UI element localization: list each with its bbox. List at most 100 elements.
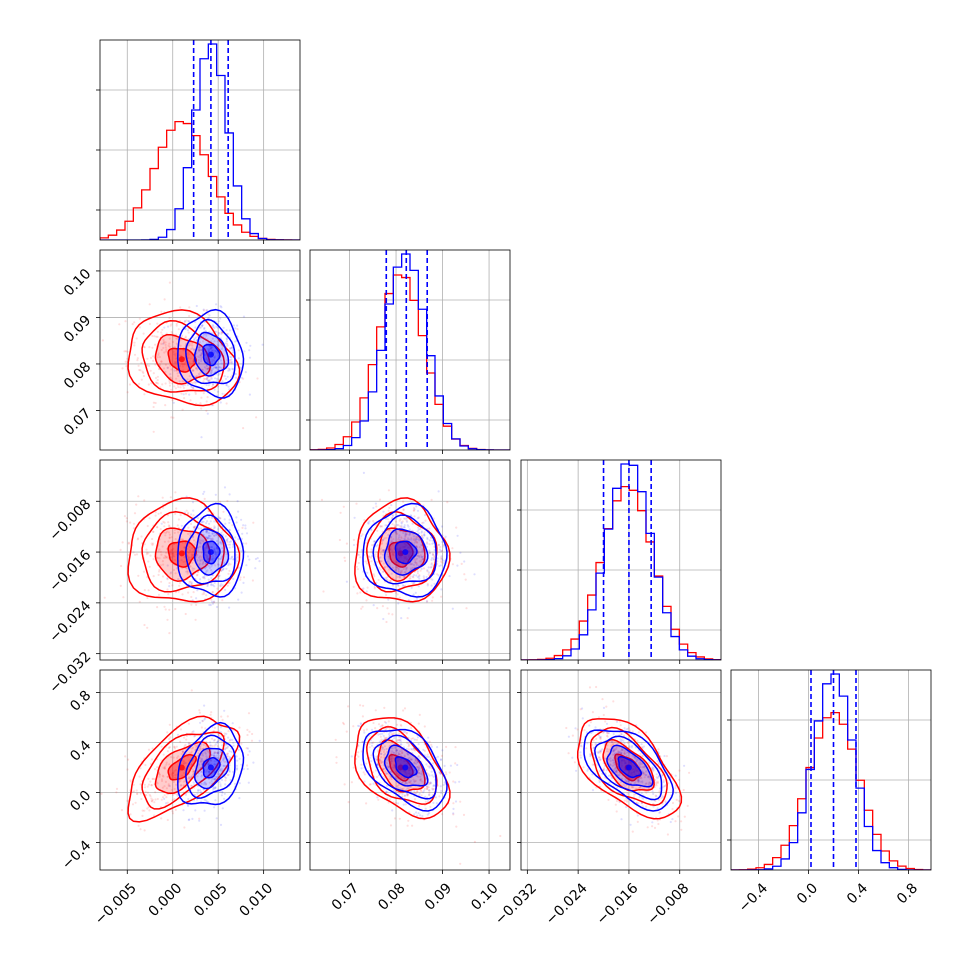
blue-sample-point <box>190 581 193 584</box>
red-sample-point <box>402 500 405 503</box>
blue-sample-point <box>420 531 423 534</box>
red-sample-point <box>384 565 387 569</box>
red-sample-point <box>224 779 227 782</box>
red-sample-point <box>162 506 165 509</box>
blue-sample-point <box>211 538 214 541</box>
red-sample-point <box>167 531 170 534</box>
red-sample-point <box>416 790 419 794</box>
red-sample-point <box>361 715 364 718</box>
blue-sample-point <box>394 561 398 564</box>
blue-sample-point <box>345 580 348 583</box>
blue-sample-point <box>191 360 194 363</box>
blue-sample-point <box>213 754 216 757</box>
red-sample-point <box>408 772 411 775</box>
blue-sample-point <box>397 786 400 789</box>
blue-sample-point <box>205 530 208 533</box>
blue-sample-point <box>352 543 356 547</box>
blue-sample-point <box>404 533 407 536</box>
red-sample-point <box>160 348 163 352</box>
blue-sample-point <box>636 769 639 772</box>
blue-sample-point <box>240 376 243 379</box>
blue-sample-point <box>201 539 204 542</box>
red-sample-point <box>389 536 392 540</box>
red-sample-point <box>179 740 182 743</box>
blue-sample-point <box>651 821 654 824</box>
blue-sample-point <box>215 605 219 609</box>
red-sample-point <box>407 769 410 772</box>
blue-sample-point <box>428 549 431 552</box>
panel-1-1 <box>306 249 511 454</box>
red-sample-point <box>455 526 458 529</box>
blue-sample-point <box>615 769 618 772</box>
red-sample-point <box>374 727 377 730</box>
red-sample-point <box>187 353 191 356</box>
blue-sample-point <box>210 369 214 372</box>
red-sample-point <box>190 595 193 599</box>
red-sample-point <box>169 572 172 575</box>
blue-sample-point <box>179 784 182 787</box>
red-sample-point <box>135 503 138 506</box>
red-sample-point <box>637 791 641 794</box>
red-sample-point <box>399 525 402 528</box>
red-sample-point <box>171 812 175 815</box>
red-sample-point <box>357 744 360 748</box>
red-sample-point <box>170 330 173 334</box>
red-sample-point <box>163 351 166 354</box>
red-sample-point <box>173 787 176 791</box>
blue-sample-point <box>238 547 241 550</box>
blue-sample-point <box>204 567 207 570</box>
red-sample-point <box>165 796 168 799</box>
red-sample-point <box>200 396 203 399</box>
red-sample-point <box>210 347 213 350</box>
red-sample-point <box>418 574 421 577</box>
red-sample-point <box>405 741 409 744</box>
red-sample-point <box>358 553 361 557</box>
blue-sample-point <box>200 436 203 439</box>
blue-sample-point <box>185 567 188 570</box>
blue-sample-point <box>420 560 423 563</box>
blue-sample-point <box>215 553 218 556</box>
red-sample-point <box>175 337 178 340</box>
blue-sample-point <box>567 735 571 738</box>
blue-sample-point <box>415 505 418 508</box>
red-sample-point <box>175 352 178 355</box>
blue-sample-point <box>199 360 203 363</box>
x-tick-label: 0.005 <box>191 880 231 920</box>
blue-sample-point <box>437 574 440 577</box>
blue-sample-point <box>201 754 205 757</box>
blue-sample-point <box>412 535 416 538</box>
red-sample-point <box>212 365 215 369</box>
blue-sample-point <box>237 748 240 752</box>
red-sample-point <box>190 784 193 787</box>
red-sample-point <box>402 567 405 571</box>
red-sample-point <box>169 324 172 327</box>
x-tick-label: −0.4 <box>736 880 771 915</box>
red-sample-point <box>139 828 142 831</box>
blue-sample-point <box>190 775 193 778</box>
blue-sample-point <box>411 575 414 578</box>
red-sample-point <box>168 525 171 528</box>
blue-sample-point <box>168 585 171 588</box>
red-sample-point <box>174 808 177 812</box>
panel-0-0 <box>96 39 301 244</box>
red-sample-point <box>205 409 208 412</box>
red-sample-point <box>664 784 667 788</box>
red-sample-point <box>148 517 151 520</box>
blue-sample-point <box>210 349 214 352</box>
red-sample-point <box>388 798 391 801</box>
red-sample-point <box>205 769 209 772</box>
red-sample-point <box>211 590 214 594</box>
red-sample-point <box>440 556 443 559</box>
blue-sample-point <box>217 739 220 743</box>
blue-sample-point <box>397 568 400 571</box>
red-histogram <box>521 485 721 660</box>
red-sample-point <box>619 761 622 764</box>
red-sample-point <box>175 507 178 510</box>
blue-sample-point <box>216 542 220 545</box>
blue-sample-point <box>361 740 364 743</box>
blue-sample-point <box>213 349 217 352</box>
red-sample-point <box>641 754 644 757</box>
red-sample-point <box>242 427 245 430</box>
red-sample-point <box>245 747 248 750</box>
red-sample-point <box>426 787 429 791</box>
